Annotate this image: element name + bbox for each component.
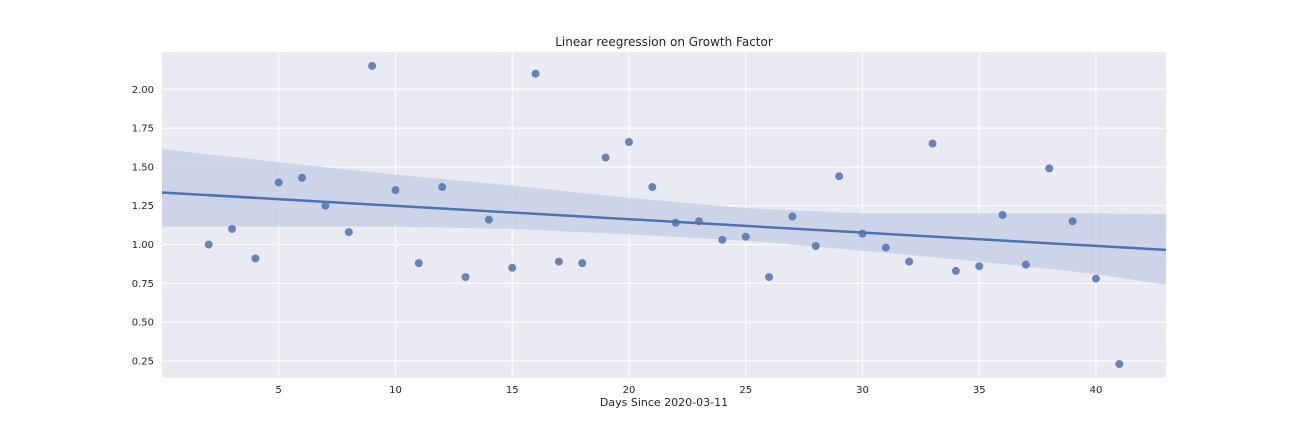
y-tick-label: 0.25: [132, 356, 154, 367]
data-point: [858, 229, 867, 238]
data-point: [835, 172, 844, 181]
x-tick-label: 5: [276, 385, 282, 396]
x-tick-label: 35: [973, 385, 986, 396]
data-point: [438, 183, 447, 192]
data-point: [368, 61, 377, 70]
data-point: [274, 178, 283, 187]
x-tick-label: 40: [1090, 385, 1103, 396]
data-point: [671, 218, 680, 227]
data-point: [414, 259, 423, 268]
data-point: [648, 183, 657, 192]
data-point: [531, 69, 540, 78]
y-tick-label: 0.75: [132, 279, 154, 290]
data-point: [1091, 274, 1100, 283]
data-point: [624, 138, 633, 147]
y-tick-label: 0.50: [132, 318, 154, 329]
x-tick-label: 30: [856, 385, 869, 396]
data-point: [461, 273, 470, 282]
data-point: [998, 211, 1007, 219]
data-point: [344, 228, 353, 237]
y-tick-label: 1.50: [132, 162, 154, 173]
y-tick-labels: 0.25 0.50 0.75 1.00 1.25 1.50 1.75 2.00: [132, 85, 154, 368]
data-point: [204, 240, 213, 249]
data-point: [1068, 217, 1077, 226]
data-point: [718, 235, 727, 244]
data-point: [298, 173, 307, 182]
confidence-band: [162, 149, 1166, 285]
data-point: [905, 257, 914, 266]
data-point: [228, 224, 237, 233]
data-point: [928, 139, 937, 148]
x-tick-label: 10: [389, 385, 402, 396]
data-point: [811, 242, 820, 251]
y-tick-label: 1.25: [132, 201, 154, 212]
data-point: [554, 257, 563, 266]
scatter-points: [204, 61, 1124, 369]
data-point: [391, 186, 400, 195]
chart-title: Linear reegression on Growth Factor: [555, 35, 773, 49]
x-axis-label: Days Since 2020-03-11: [600, 396, 728, 409]
data-point: [881, 243, 890, 252]
data-point: [1045, 164, 1054, 173]
grid-lines: [162, 52, 1166, 378]
y-tick-label: 2.00: [132, 85, 154, 96]
data-point: [788, 212, 797, 221]
data-point: [601, 153, 610, 162]
regression-line: [161, 191, 1167, 252]
x-tick-label: 15: [506, 385, 519, 396]
data-point: [251, 254, 260, 263]
data-point: [484, 215, 493, 224]
data-point: [975, 262, 984, 271]
y-tick-label: 1.00: [132, 240, 154, 251]
x-tick-label: 25: [739, 385, 752, 396]
data-point: [578, 259, 587, 268]
data-point: [1021, 260, 1030, 269]
data-point: [695, 217, 704, 226]
y-tick-label: 1.75: [132, 124, 154, 135]
x-tick-label: 20: [623, 385, 636, 396]
data-point: [765, 273, 774, 282]
x-tick-labels: 5 10 15 20 25 30 35 40: [276, 385, 1103, 396]
data-point: [508, 263, 517, 272]
data-point: [741, 232, 750, 241]
data-point: [951, 266, 960, 275]
data-point: [1115, 360, 1124, 369]
data-point: [321, 201, 330, 210]
